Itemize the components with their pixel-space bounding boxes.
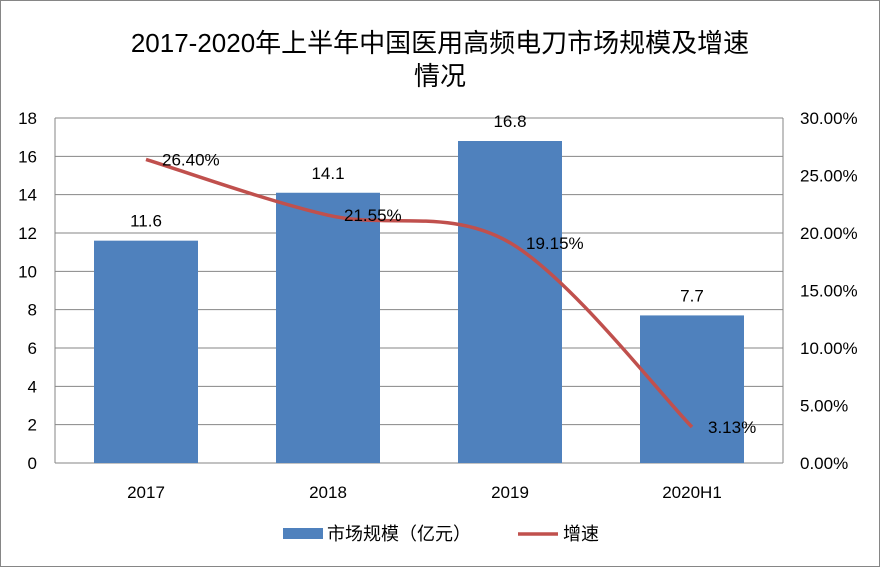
line-data-label: 19.15% <box>526 234 584 253</box>
line-data-label: 3.13% <box>708 418 756 437</box>
line-data-label: 21.55% <box>344 206 402 225</box>
left-axis-tick-label: 12 <box>18 224 37 243</box>
bar-data-label: 14.1 <box>311 164 344 183</box>
right-axis-tick-label: 30.00% <box>800 109 858 128</box>
right-axis-tick-label: 5.00% <box>800 397 848 416</box>
left-axis-tick-label: 0 <box>28 454 37 473</box>
chart-title-line1: 2017-2020年上半年中国医用高频电刀市场规模及增速 <box>131 28 749 58</box>
legend-swatch-bar <box>283 528 323 539</box>
left-axis-tick-label: 14 <box>18 186 37 205</box>
bar-2020H1 <box>640 315 744 463</box>
left-axis-tick-label: 8 <box>28 301 37 320</box>
growth-line <box>145 157 694 429</box>
right-axis-tick-label: 25.00% <box>800 167 858 186</box>
x-axis-tick-label: 2020H1 <box>662 483 722 502</box>
bar-data-label: 7.7 <box>680 286 704 305</box>
left-axis-tick-label: 10 <box>18 262 37 281</box>
bar-data-label: 11.6 <box>130 212 162 231</box>
right-axis-tick-label: 15.00% <box>800 282 858 301</box>
bar-2018 <box>276 192 380 463</box>
right-axis-tick-label: 20.00% <box>800 224 858 243</box>
legend-label-bar: 市场规模（亿元） <box>327 524 471 544</box>
line-data-label: 26.40% <box>162 150 220 169</box>
x-axis-tick-label: 2018 <box>309 483 347 502</box>
chart-title-line2: 情况 <box>414 61 466 91</box>
legend-label-line: 增速 <box>563 524 599 544</box>
left-axis-tick-label: 2 <box>28 416 37 435</box>
bar-2017 <box>94 240 198 463</box>
x-axis-tick-label: 2019 <box>491 483 529 502</box>
left-axis-tick-label: 4 <box>28 377 37 396</box>
x-axis-tick-label: 2017 <box>127 483 165 502</box>
right-axis-tick-label: 0.00% <box>800 454 848 473</box>
left-axis-tick-label: 16 <box>18 147 37 166</box>
bar-2019 <box>458 141 562 463</box>
left-axis-tick-label: 6 <box>28 339 37 358</box>
left-axis-tick-label: 18 <box>18 109 37 128</box>
right-axis-tick-label: 10.00% <box>800 339 858 358</box>
bar-data-label: 16.8 <box>493 112 526 131</box>
